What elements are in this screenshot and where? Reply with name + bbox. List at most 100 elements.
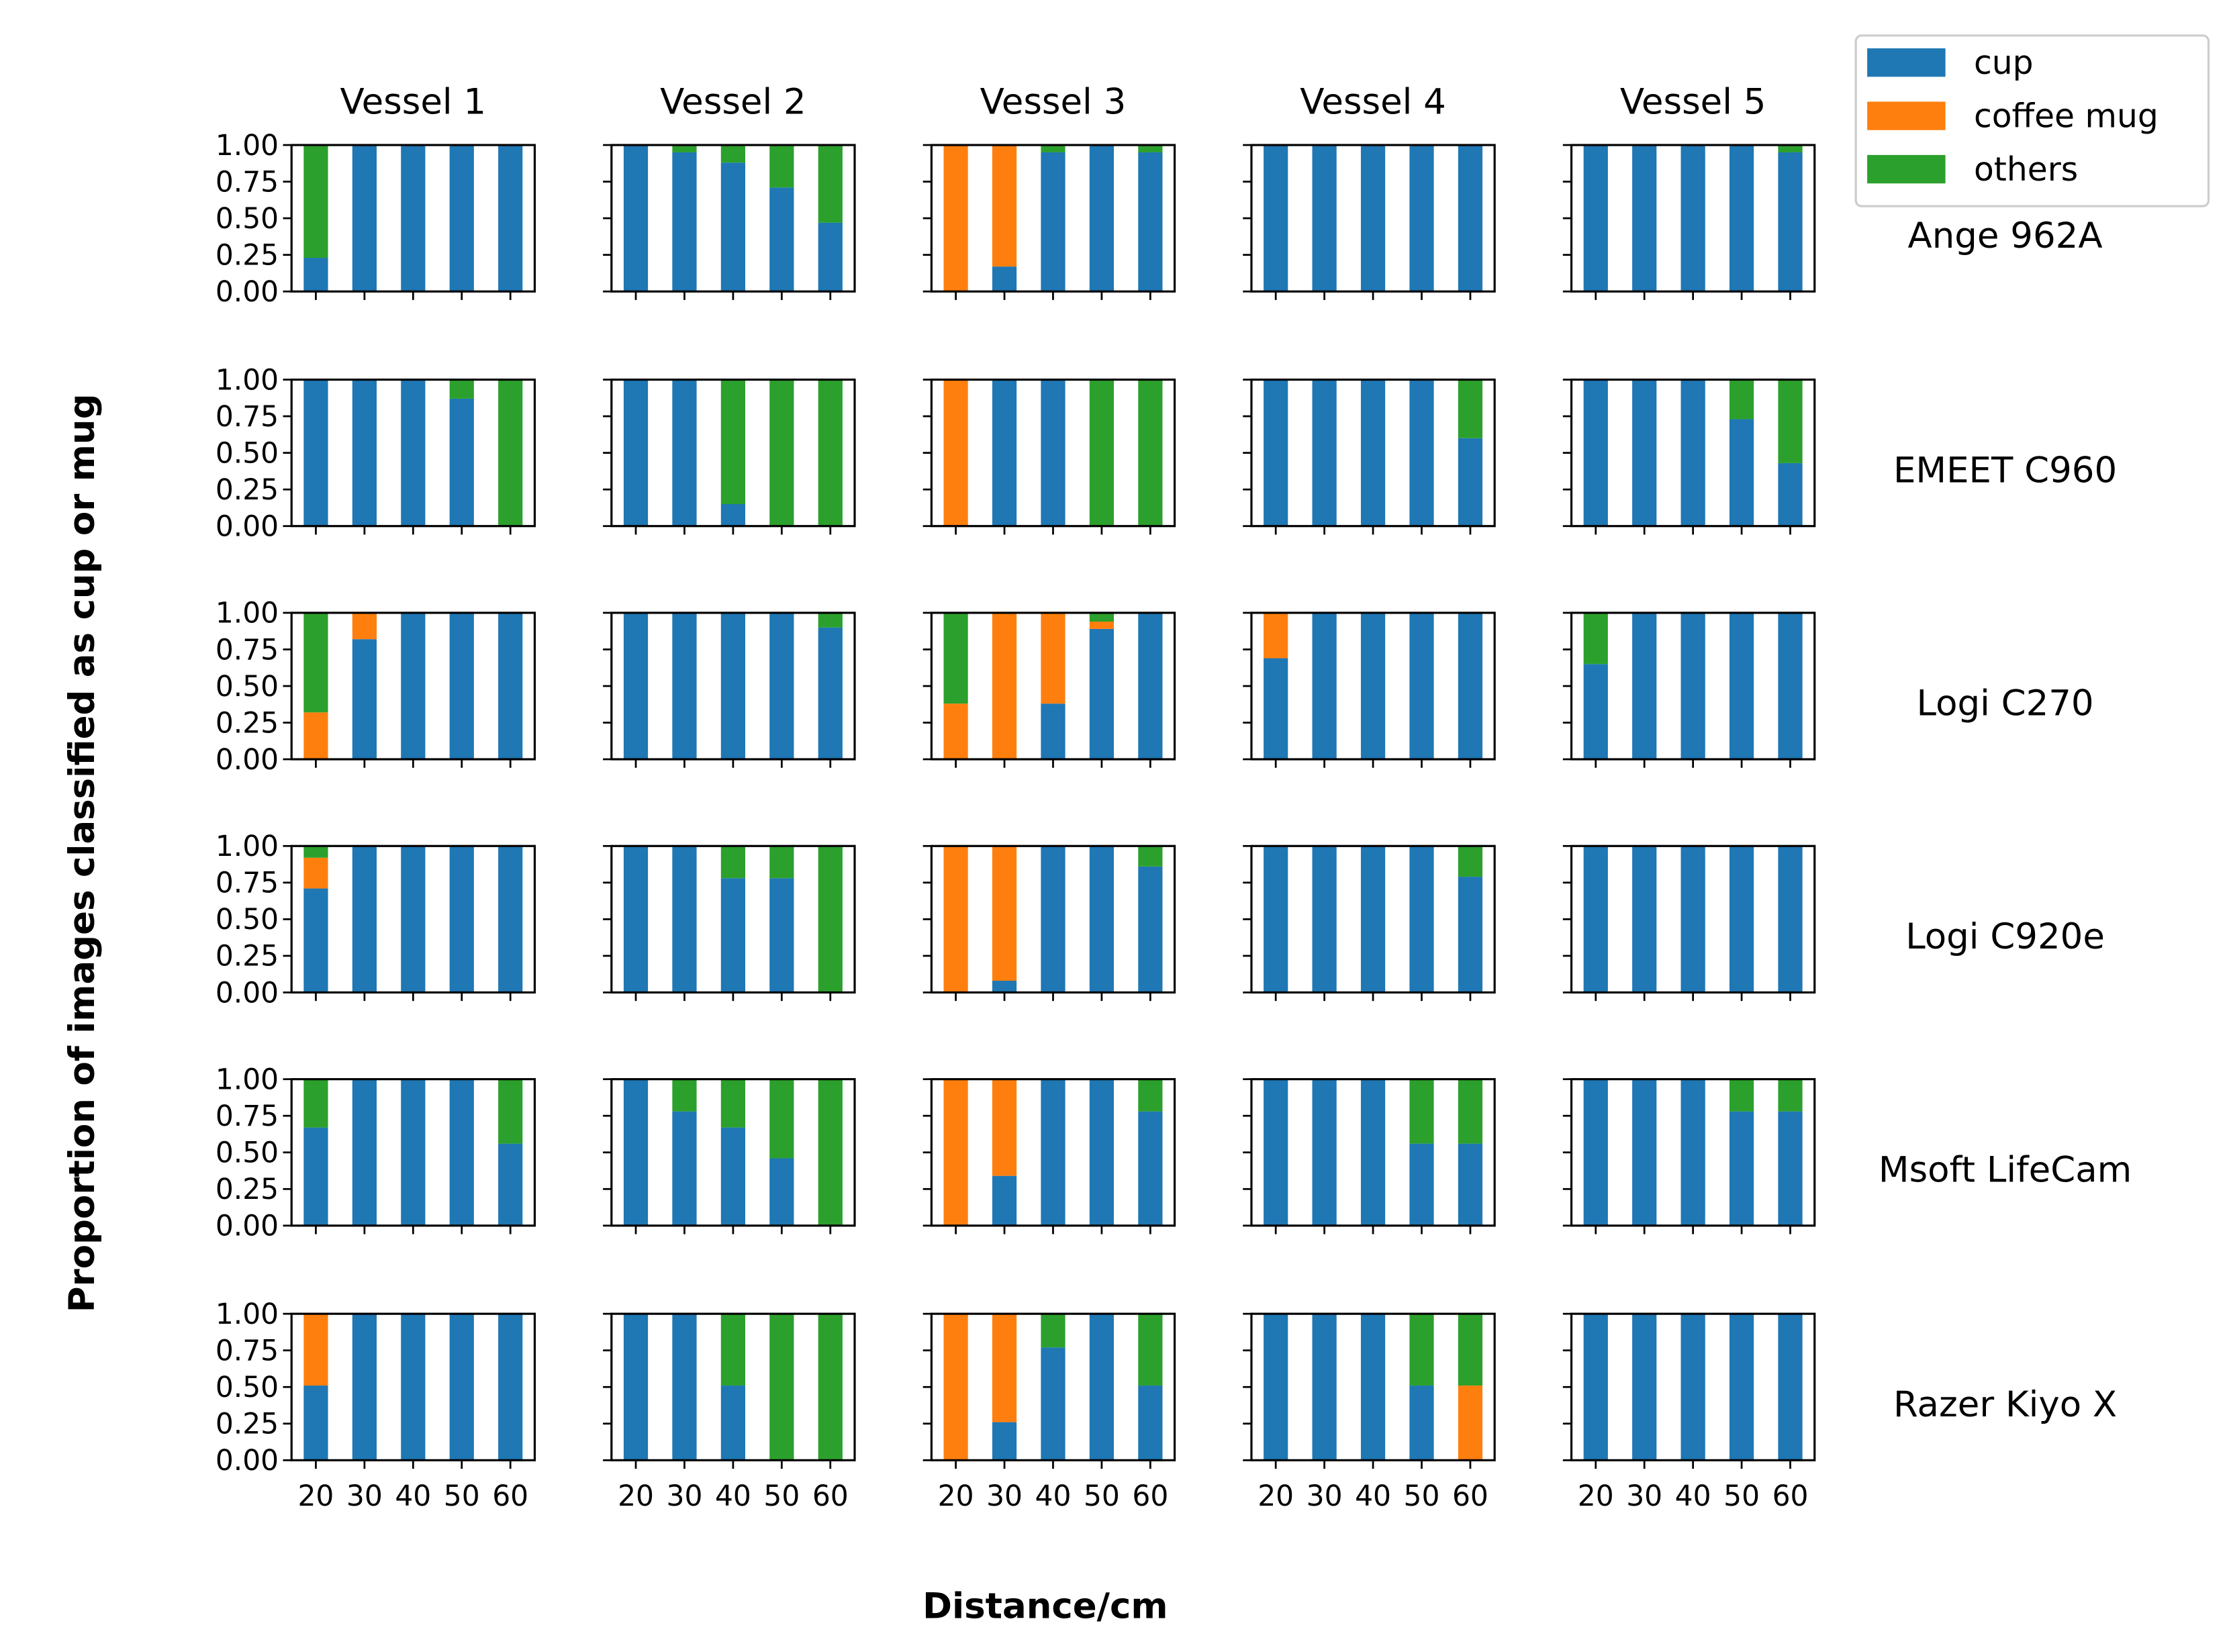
bar-segment [623, 379, 649, 526]
bar-segment [623, 1314, 649, 1461]
bar-segment [401, 145, 426, 292]
y-tick-label: 0.25 [216, 1173, 279, 1206]
bar-segment [1312, 1314, 1337, 1461]
bar-segment [1360, 1079, 1386, 1226]
bar-segment [1778, 1111, 1803, 1226]
bar-segment [303, 612, 328, 713]
bar-segment [1409, 379, 1434, 526]
bar-segment [449, 145, 474, 292]
y-axis-title: Proportion of images classified as cup o… [62, 394, 103, 1313]
bar-segment [672, 1314, 697, 1461]
bar-segment [1312, 145, 1337, 292]
bar-segment [1089, 1314, 1115, 1461]
bar-segment [1089, 846, 1115, 993]
y-tick-label: 0.00 [216, 1444, 279, 1477]
x-tick-label: 60 [1772, 1479, 1809, 1512]
column-title: Vessel 4 [1300, 81, 1446, 122]
x-tick-label: 40 [715, 1479, 751, 1512]
bar-segment [992, 266, 1017, 292]
bar-segment [720, 503, 746, 526]
y-tick-label: 0.25 [216, 706, 279, 739]
bar-segment [1458, 612, 1483, 760]
bar-segment [1041, 1347, 1065, 1461]
panel [603, 144, 856, 300]
bar-segment [818, 627, 843, 760]
bar-segment [1729, 419, 1754, 526]
bar-segment [498, 1143, 523, 1226]
x-tick-label: 20 [938, 1479, 974, 1512]
x-tick-label: 40 [395, 1479, 431, 1512]
panel [922, 1312, 1176, 1469]
bar-segment [1632, 379, 1657, 526]
bar-segment [1583, 379, 1608, 526]
bar-segment [623, 612, 649, 760]
legend-swatch [1867, 48, 1946, 77]
bar-segment [303, 712, 328, 760]
y-tick-label: 0.00 [216, 275, 279, 308]
bar-segment [1729, 846, 1754, 993]
bar-segment [943, 1079, 968, 1226]
bar-segment [769, 1079, 794, 1159]
x-tick-label: 40 [1675, 1479, 1711, 1512]
bar-segment [1264, 145, 1288, 292]
bar-segment [1409, 1386, 1434, 1461]
y-tick-label: 0.25 [216, 473, 279, 506]
bar-segment [303, 1314, 328, 1386]
panel [1243, 844, 1496, 1002]
bar-segment [1458, 379, 1483, 438]
bar-segment [818, 1079, 843, 1226]
bar-segment [1360, 1314, 1386, 1461]
column-title: Vessel 5 [1620, 81, 1766, 122]
x-tick-label: 30 [346, 1479, 383, 1512]
bar-segment [1778, 846, 1803, 993]
bar-segment [1583, 612, 1608, 665]
bar-segment [303, 888, 328, 993]
bar-segment [498, 1079, 523, 1144]
bar-segment [303, 1079, 328, 1128]
y-tick-label: 0.50 [216, 903, 279, 936]
bar-segment [720, 878, 746, 993]
bar-segment [352, 639, 377, 760]
bar-segment [769, 878, 794, 993]
bar-segment [1458, 438, 1483, 526]
bar-segment [672, 145, 697, 152]
bar-segment [1632, 846, 1657, 993]
bar-segment [672, 612, 697, 760]
bar-segment [943, 703, 968, 760]
x-tick-label: 20 [1578, 1479, 1614, 1512]
bar-segment [303, 379, 328, 526]
bar-segment [1778, 1079, 1803, 1112]
bar-segment [1729, 1111, 1754, 1226]
bar-segment [401, 379, 426, 526]
bar-segment [1138, 1386, 1163, 1461]
bar-segment [1138, 145, 1163, 152]
y-tick-label: 0.50 [216, 202, 279, 235]
panel [922, 844, 1176, 1002]
bar-segment [992, 145, 1017, 267]
bar-segment [1680, 1314, 1705, 1461]
bar-segment [769, 1314, 794, 1461]
bar-segment [1680, 379, 1705, 526]
panel [283, 612, 536, 768]
y-tick-label: 0.00 [216, 743, 279, 776]
bar-segment [352, 1079, 377, 1226]
bar-segment [769, 612, 794, 760]
bar-segment [1264, 1314, 1288, 1461]
panel [603, 1312, 856, 1469]
bar-segment [498, 1314, 523, 1461]
bar-segment [1360, 145, 1386, 292]
row-label: Logi C920e [1905, 916, 2105, 957]
panel [1562, 1312, 1816, 1469]
bar-segment [1583, 1079, 1608, 1226]
panel [1562, 844, 1816, 1002]
bar-segment [1264, 658, 1288, 760]
x-tick-label: 30 [1307, 1479, 1343, 1512]
x-tick-label: 50 [1404, 1479, 1440, 1512]
bar-segment [1458, 1143, 1483, 1226]
bar-segment [992, 612, 1017, 760]
bar-segment [818, 1314, 843, 1461]
bar-segment [1778, 463, 1803, 526]
bar-segment [498, 379, 523, 526]
y-tick-label: 1.00 [216, 363, 279, 396]
bar-segment [1041, 703, 1065, 760]
